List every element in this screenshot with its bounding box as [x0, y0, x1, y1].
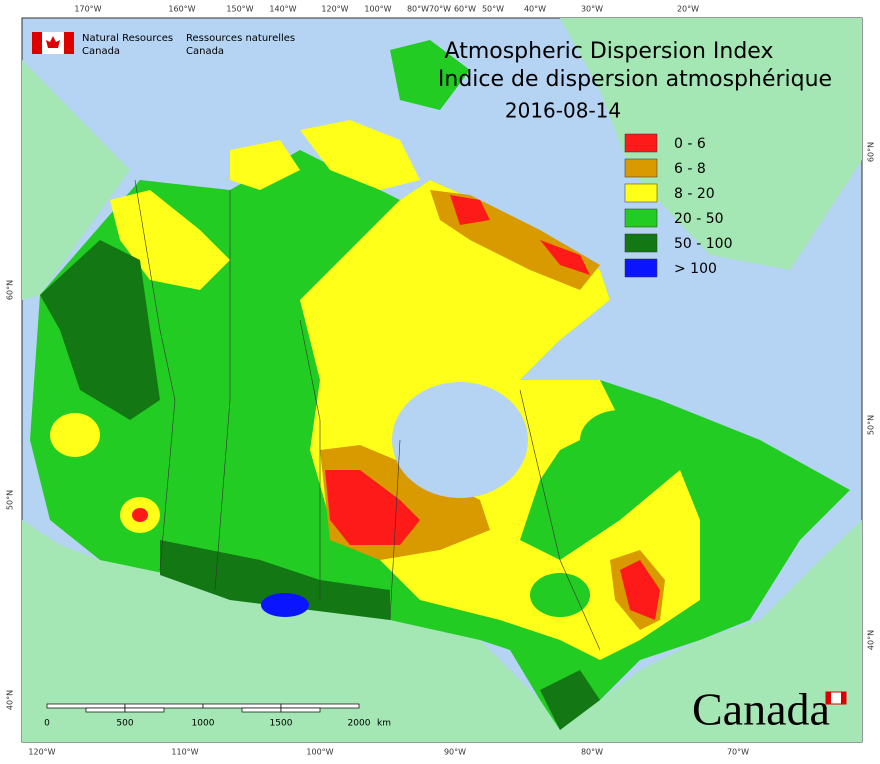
zone-over-100 — [261, 593, 309, 617]
legend-label: 50 - 100 — [674, 236, 733, 252]
latitude-label: 60°N — [6, 280, 15, 300]
longitude-label: 160°W — [168, 5, 195, 14]
boundary — [214, 190, 231, 591]
scale-bar: 0 500 1000 1500 2000 km — [44, 703, 391, 729]
zone-50-100 — [40, 240, 160, 420]
org-fr: Canada — [186, 46, 224, 57]
longitude-label: 40°W — [524, 5, 546, 14]
latitude-label: 50°N — [6, 490, 15, 510]
scale-segment — [241, 707, 282, 713]
legend-swatch — [624, 233, 658, 253]
org-en: Canada — [82, 46, 120, 57]
zone-20-50 — [530, 573, 590, 617]
scale-label: 500 — [116, 719, 133, 729]
scale-segment — [46, 703, 126, 709]
org-en: Natural Resources — [82, 33, 173, 44]
latitude-label: 40°N — [6, 690, 15, 710]
legend-swatch — [624, 133, 658, 153]
longitude-label: 50°W — [482, 5, 504, 14]
longitude-label: 110°W — [171, 748, 198, 757]
longitude-label: 70°W — [727, 748, 749, 757]
zone-0-6 — [132, 508, 148, 522]
legend-label: 0 - 6 — [674, 136, 706, 152]
arctic-islands — [230, 140, 300, 190]
scale-label: 2000 — [348, 719, 371, 729]
zone-0-6 — [325, 470, 420, 545]
scale-label: 0 — [44, 719, 50, 729]
scale-segment — [85, 707, 126, 713]
wordmark-flag-bar — [826, 692, 831, 704]
latitude-label: 60°N — [867, 142, 876, 162]
title: Atmospheric Dispersion Index — [445, 39, 774, 64]
zone-0-6 — [540, 240, 590, 275]
scale-segment — [280, 703, 360, 709]
boundaries — [134, 179, 601, 651]
alaska — [22, 60, 130, 300]
longitude-label: 150°W — [226, 5, 253, 14]
longitude-label: 120°W — [28, 748, 55, 757]
wordmark: Canada — [692, 684, 830, 735]
flag-bar — [64, 32, 74, 54]
scale-unit: km — [377, 719, 391, 729]
latitude-label: 40°N — [867, 630, 876, 650]
longitude-label: 20°W — [677, 5, 699, 14]
boundary — [299, 319, 321, 600]
greenland — [560, 18, 862, 270]
scale-label: 1000 — [192, 719, 215, 729]
zone-20-50 — [580, 410, 660, 470]
legend-label: > 100 — [674, 261, 717, 277]
longitude-label: 100°W — [364, 5, 391, 14]
legend-swatch — [624, 183, 658, 203]
coordinate-labels: 170°W 160°W 150°W 140°W 120°W 100°W 80°W 70°W 60… — [6, 5, 876, 757]
legend-label: 20 - 50 — [674, 211, 724, 227]
scale-segment — [202, 703, 282, 709]
longitude-label: 30°W — [581, 5, 603, 14]
scale-segment — [280, 707, 321, 713]
scale-segment — [124, 703, 204, 709]
zone-50-100 — [540, 670, 600, 730]
arctic-islands — [390, 40, 470, 110]
date: 2016-08-14 — [505, 99, 621, 123]
legend-label: 8 - 20 — [674, 186, 715, 202]
logo: Natural Resources Canada Ressources natu… — [32, 32, 295, 57]
zone-8-20 — [50, 413, 100, 457]
zone-0-6 — [620, 560, 660, 620]
boundary — [389, 439, 401, 621]
longitude-label: 170°W — [74, 5, 101, 14]
scale-segment — [124, 707, 165, 713]
wordmark-flag-bar — [841, 692, 846, 704]
legend-swatch — [624, 158, 658, 178]
maple-leaf — [46, 36, 60, 48]
map — [21, 17, 863, 743]
longitude-label: 100°W — [306, 748, 333, 757]
arctic-islands — [300, 120, 420, 190]
scale-label: 1500 — [270, 719, 293, 729]
longitude-label: 140°W — [269, 5, 296, 14]
hudson-bay — [392, 382, 528, 498]
usa — [22, 520, 862, 742]
org-fr: Ressources naturelles — [186, 33, 295, 44]
boundary — [134, 179, 176, 571]
longitude-label: 60°W — [454, 5, 476, 14]
legend-label: 6 - 8 — [674, 161, 706, 177]
legend-swatch — [624, 208, 658, 228]
boundary — [519, 389, 601, 651]
legend-swatch — [624, 258, 658, 278]
flag-bar — [32, 32, 42, 54]
longitude-label: 120°W — [321, 5, 348, 14]
longitude-label: 70°W — [429, 5, 451, 14]
zone-0-6 — [450, 195, 490, 225]
longitude-label: 80°W — [407, 5, 429, 14]
latitude-label: 50°N — [867, 415, 876, 435]
legend: 0 - 6 6 - 8 8 - 20 20 - 50 50 - 100 > 100 — [624, 133, 733, 278]
longitude-label: 80°W — [581, 748, 603, 757]
title: Indice de dispersion atmosphérique — [438, 67, 832, 92]
longitude-label: 90°W — [444, 748, 466, 757]
